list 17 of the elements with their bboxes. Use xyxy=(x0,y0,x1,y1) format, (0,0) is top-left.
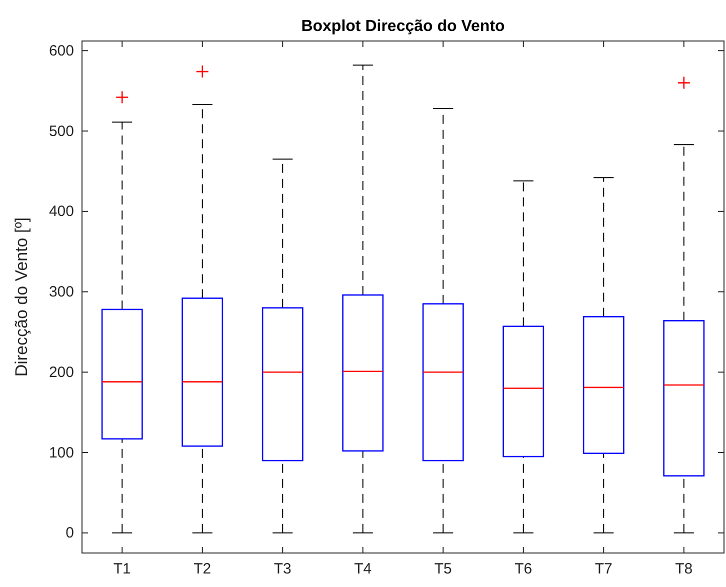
y-tick-label: 0 xyxy=(66,524,74,542)
y-tick-label: 600 xyxy=(48,42,74,60)
chart-title: Boxplot Direcção do Vento xyxy=(301,18,506,35)
y-tick-label: 300 xyxy=(48,284,74,301)
y-tick-label: 500 xyxy=(48,122,74,140)
y-tick-label: 400 xyxy=(48,203,74,220)
y-tick-label: 200 xyxy=(48,364,74,381)
x-tick-label: T2 xyxy=(194,560,212,578)
y-axis-title: Direcção do Vento [º] xyxy=(12,217,31,377)
x-tick-label: T4 xyxy=(354,560,372,578)
x-tick-label: T5 xyxy=(434,560,452,578)
x-tick-label: T3 xyxy=(274,560,292,578)
x-tick-label: T1 xyxy=(113,560,131,578)
x-tick-label: T7 xyxy=(594,560,612,578)
y-tick-label: 100 xyxy=(48,444,74,462)
x-tick-label: T6 xyxy=(514,560,532,578)
x-tick-label: T8 xyxy=(675,560,693,578)
